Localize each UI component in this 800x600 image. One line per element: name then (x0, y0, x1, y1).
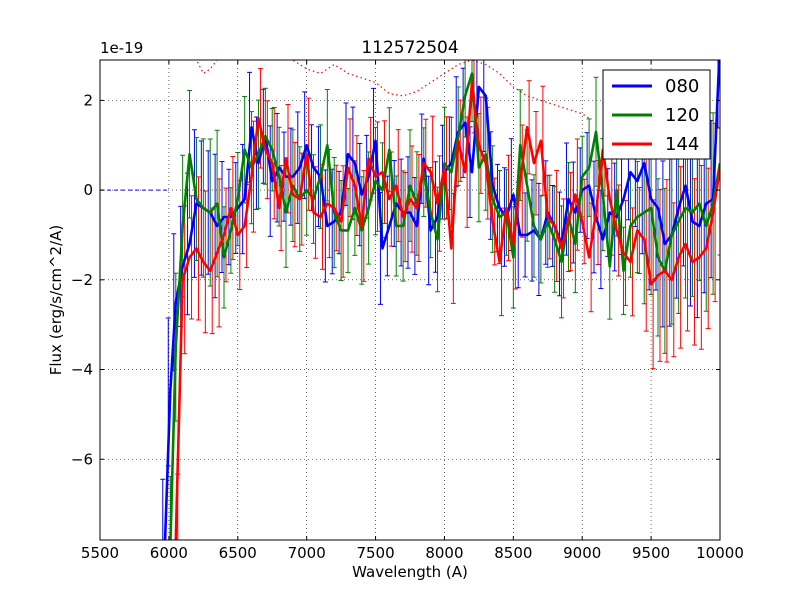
data-layer (100, 60, 720, 540)
legend: 080 120 144 (602, 69, 711, 160)
plot-frame (99, 59, 721, 541)
y-tick-label: −6 (71, 450, 93, 468)
x-tick-label: 7000 (288, 544, 326, 562)
x-tick-label: 9000 (563, 544, 601, 562)
x-tick-label: 5500 (81, 544, 119, 562)
x-tick-label: 6500 (219, 544, 257, 562)
legend-label-080: 080 (665, 76, 699, 97)
y-tick-label: 2 (83, 91, 93, 109)
y-tick-label: −4 (71, 361, 93, 379)
x-tick-label: 9500 (632, 544, 670, 562)
x-tick-labels: 5500 6000 6500 7000 7500 8000 8500 9000 9500 1000… (81, 544, 744, 562)
y-offset-label: 1e-19 (100, 39, 143, 57)
x-tick-label: 7500 (356, 544, 394, 562)
x-tick-label: 10000 (696, 544, 744, 562)
x-axis-label: Wavelength (A) (352, 563, 468, 581)
y-tick-label: 0 (83, 181, 93, 199)
y-tick-label: −2 (71, 271, 93, 289)
x-tick-label: 8500 (494, 544, 532, 562)
y-tick-labels: −6 −4 −2 0 2 (71, 91, 93, 468)
y-axis-label: Flux (erg/s/cm^2/A) (47, 225, 65, 376)
legend-label-120: 120 (665, 105, 699, 126)
x-tick-label: 6000 (150, 544, 188, 562)
x-tick-label: 8000 (425, 544, 463, 562)
series-line-120 (169, 72, 720, 540)
series-line-144 (174, 81, 720, 540)
axis-ticks (99, 60, 721, 540)
legend-label-144: 144 (665, 134, 699, 155)
chart-title: 112572504 (361, 38, 458, 58)
